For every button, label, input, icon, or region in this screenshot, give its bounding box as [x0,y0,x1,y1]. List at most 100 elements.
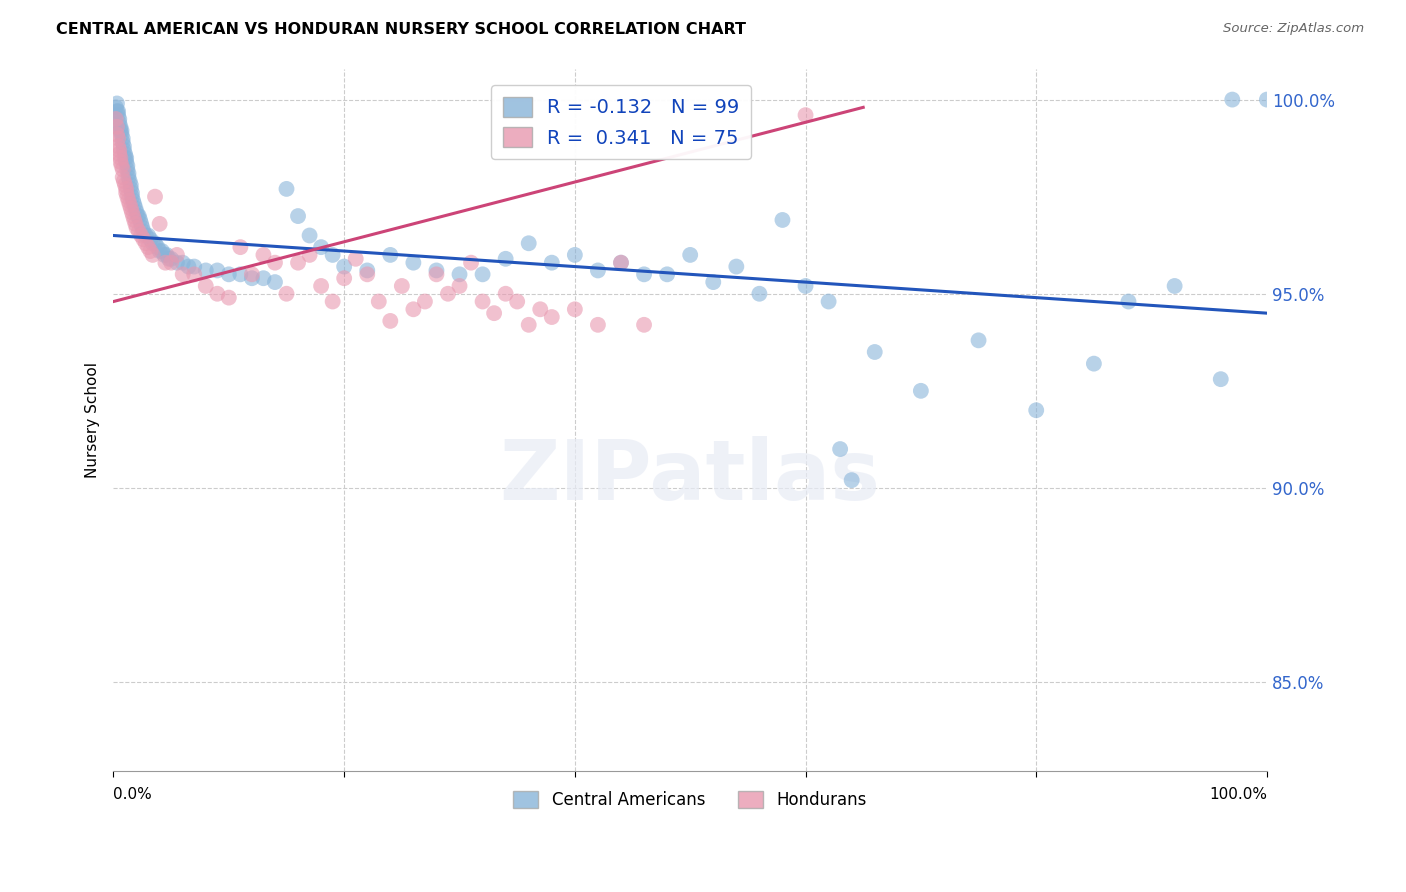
Point [146,240,169,254]
Point [276,182,298,196]
Point [586,263,609,277]
Point [128,209,150,223]
Point [564,302,586,317]
Text: 100.0%: 100.0% [1209,787,1267,802]
Point [529,302,551,317]
Point [111,136,134,150]
Point [240,268,263,282]
Point [425,263,447,277]
Point [122,197,145,211]
Point [120,182,142,196]
Point [402,302,425,317]
Point [172,268,194,282]
Point [633,318,655,332]
Point [139,244,162,258]
Point [495,286,517,301]
Point [120,178,142,192]
Point [356,263,378,277]
Point [841,473,863,487]
Point [105,120,128,134]
Point [517,236,540,251]
Point [121,186,143,200]
Point [298,248,321,262]
Point [183,260,205,274]
Point [136,240,159,254]
Point [506,294,529,309]
Point [517,318,540,332]
Point [471,268,494,282]
Point [748,286,770,301]
Point [150,244,173,258]
Point [110,151,132,165]
Point [155,248,177,262]
Point [482,306,505,320]
Point [413,294,436,309]
Point [1118,294,1140,309]
Text: CENTRAL AMERICAN VS HONDURAN NURSERY SCHOOL CORRELATION CHART: CENTRAL AMERICAN VS HONDURAN NURSERY SCH… [56,22,747,37]
Point [425,268,447,282]
Point [110,154,132,169]
Point [131,220,153,235]
Point [207,263,229,277]
Point [135,228,157,243]
Point [108,147,131,161]
Point [105,128,128,142]
Point [115,154,138,169]
Point [110,159,132,173]
Point [136,228,159,243]
Point [495,252,517,266]
Point [402,255,425,269]
Point [124,217,146,231]
Point [218,291,240,305]
Point [110,123,132,137]
Point [194,279,217,293]
Point [252,248,274,262]
Point [122,213,145,227]
Point [309,240,332,254]
Point [194,263,217,277]
Point [117,194,139,208]
Point [107,139,129,153]
Point [149,217,172,231]
Point [166,255,188,269]
Point [1256,93,1278,107]
Point [229,268,252,282]
Point [1209,372,1232,386]
Point [143,236,166,251]
Point [125,220,148,235]
Point [111,170,134,185]
Point [108,116,131,130]
Point [229,240,252,254]
Point [1163,279,1185,293]
Point [367,294,389,309]
Point [540,255,562,269]
Point [967,334,990,348]
Point [160,252,183,266]
Point [702,275,724,289]
Point [586,318,609,332]
Point [124,202,146,216]
Point [218,268,240,282]
Point [114,178,136,192]
Point [108,143,131,157]
Point [110,123,132,137]
Point [380,248,402,262]
Point [104,112,127,126]
Point [149,244,172,258]
Point [391,279,413,293]
Point [122,194,145,208]
Point [110,120,132,134]
Point [449,279,471,293]
Point [655,268,678,282]
Point [110,128,132,142]
Point [155,255,177,269]
Point [460,255,482,269]
Point [115,182,138,196]
Point [817,294,839,309]
Text: Source: ZipAtlas.com: Source: ZipAtlas.com [1223,22,1364,36]
Point [322,294,344,309]
Point [117,189,139,203]
Point [117,170,139,185]
Y-axis label: Nursery School: Nursery School [86,362,100,478]
Point [794,108,817,122]
